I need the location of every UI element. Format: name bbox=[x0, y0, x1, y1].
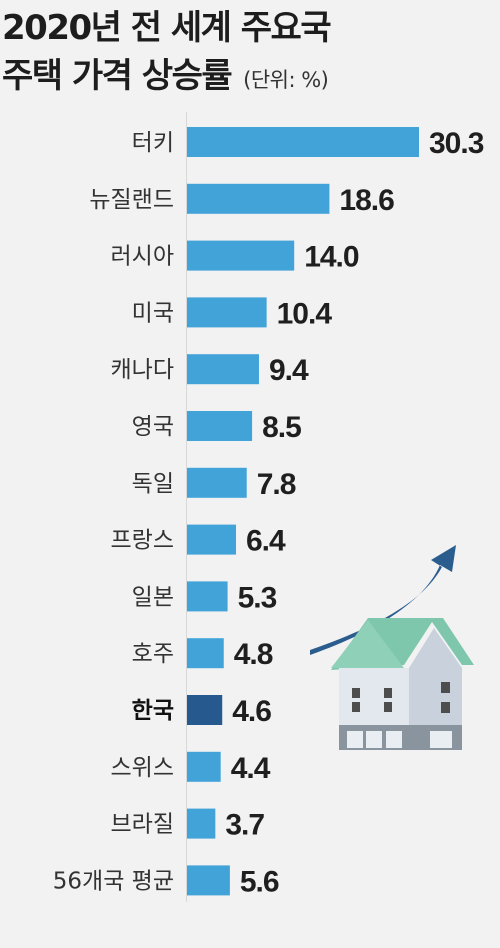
category-label: 일본 bbox=[132, 584, 174, 610]
bar-11 bbox=[187, 751, 221, 782]
value-label: 3.7 bbox=[225, 809, 264, 842]
category-label: 터키 bbox=[132, 130, 174, 156]
chart-title-line2-text: 주택 가격 상승률 bbox=[2, 56, 233, 96]
door-icon bbox=[430, 731, 452, 748]
category-label: 56개국 평균 bbox=[53, 868, 174, 894]
category-label: 프랑스 bbox=[111, 528, 174, 554]
door-icon bbox=[386, 731, 402, 748]
category-label: 러시아 bbox=[111, 244, 174, 270]
window-icon bbox=[441, 682, 450, 693]
bar-5 bbox=[187, 411, 253, 441]
value-label: 5.6 bbox=[240, 865, 279, 898]
value-label: 9.4 bbox=[269, 354, 309, 387]
unit-label: (단위: %) bbox=[243, 68, 329, 92]
category-label: 호주 bbox=[132, 641, 174, 667]
value-label: 8.5 bbox=[262, 411, 301, 444]
value-label: 4.6 bbox=[232, 695, 271, 728]
window-icon bbox=[384, 688, 392, 698]
value-label: 18.6 bbox=[339, 184, 394, 217]
bar-group: 터키 30.3 뉴질랜드 18.6 러시아 14.0 미국 10.4 캐나다 9.4 영국 8.5 독일… bbox=[53, 127, 485, 898]
bar-13 bbox=[187, 865, 230, 896]
category-label: 영국 bbox=[132, 414, 174, 440]
category-label: 미국 bbox=[132, 300, 174, 326]
window-icon bbox=[352, 688, 360, 698]
value-label: 4.4 bbox=[231, 752, 271, 785]
window-icon bbox=[441, 702, 450, 713]
bar-10 bbox=[187, 695, 223, 725]
door-icon bbox=[347, 731, 363, 748]
category-label: 독일 bbox=[132, 471, 174, 497]
value-label: 10.4 bbox=[277, 297, 333, 330]
category-label: 한국 bbox=[132, 698, 174, 724]
value-label: 7.8 bbox=[257, 468, 296, 501]
bar-1 bbox=[187, 183, 330, 214]
chart-title-line2: 주택 가격 상승률 (단위: %) bbox=[2, 48, 329, 97]
value-label: 6.4 bbox=[246, 525, 286, 558]
value-label: 30.3 bbox=[429, 127, 484, 160]
bar-3 bbox=[187, 297, 267, 328]
value-label: 4.8 bbox=[234, 638, 273, 671]
window-icon bbox=[352, 702, 360, 712]
house-illustration bbox=[310, 545, 474, 750]
bar-0 bbox=[187, 127, 419, 157]
value-label: 5.3 bbox=[238, 581, 277, 614]
door-icon bbox=[366, 731, 382, 748]
baseline-axis bbox=[186, 112, 187, 902]
bar-4 bbox=[187, 354, 259, 385]
chart-title-line1: 2020년 전 세계 주요국 bbox=[2, 8, 332, 48]
bar-2 bbox=[187, 240, 295, 271]
window-icon bbox=[384, 702, 392, 712]
category-label: 브라질 bbox=[111, 812, 174, 838]
rising-arrow-icon bbox=[310, 545, 456, 655]
house-side-wall-icon bbox=[409, 628, 462, 750]
value-label: 14.0 bbox=[304, 241, 359, 274]
bar-6 bbox=[187, 467, 247, 498]
category-label: 캐나다 bbox=[111, 357, 174, 383]
bar-7 bbox=[187, 524, 237, 555]
bar-8 bbox=[187, 581, 228, 612]
bar-12 bbox=[187, 808, 216, 839]
roof-front bbox=[331, 620, 404, 668]
bar-9 bbox=[187, 638, 224, 669]
category-label: 뉴질랜드 bbox=[89, 187, 174, 213]
category-label: 스위스 bbox=[111, 755, 174, 781]
